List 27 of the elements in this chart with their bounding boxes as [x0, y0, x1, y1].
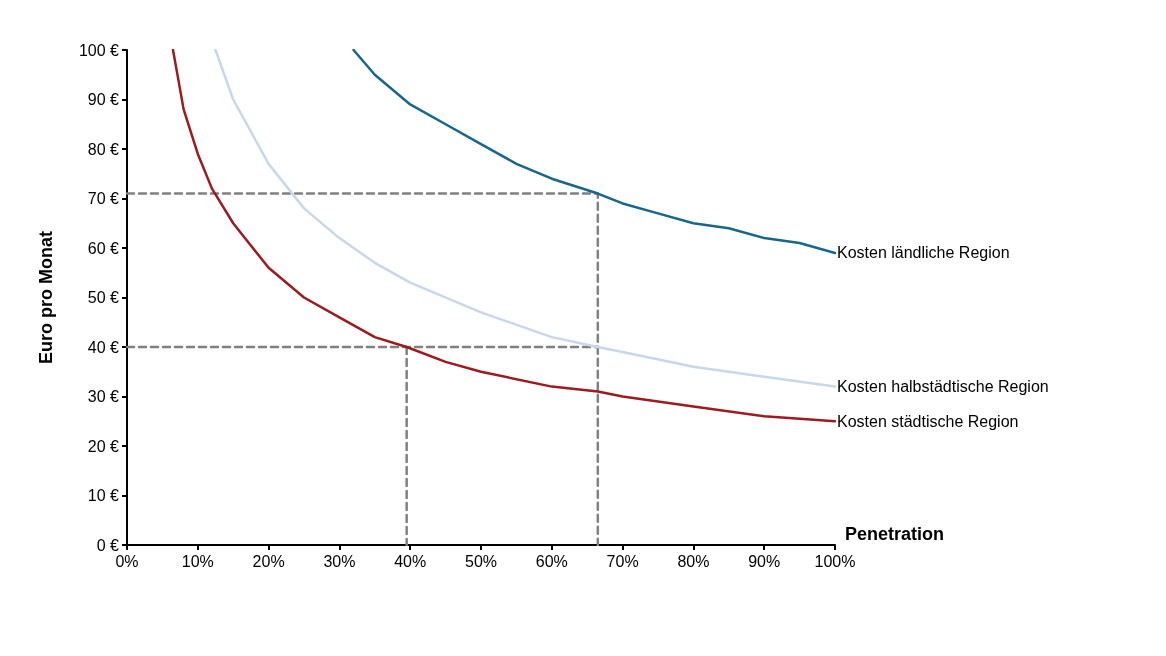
y-tick-label: 50 €	[87, 289, 120, 306]
y-tick-label: 40 €	[87, 338, 120, 356]
x-tick-label: 40%	[394, 552, 427, 570]
y-tick-label: 100 €	[78, 41, 120, 59]
x-tick-label: 0%	[115, 552, 139, 570]
x-tick-label: 30%	[323, 552, 356, 570]
y-tick-label: 90 €	[87, 91, 120, 108]
series-label: Kosten halbstädtische Region	[837, 378, 1049, 396]
x-tick-label: 100%	[814, 552, 856, 570]
y-tick-label: 20 €	[87, 437, 120, 455]
x-tick-label: 10%	[181, 552, 214, 570]
y-axis-title: Euro pro Monat	[36, 231, 56, 364]
x-tick-label: 50%	[464, 552, 498, 570]
y-tick-label: 0 €	[96, 536, 120, 554]
x-tick-label: 90%	[748, 552, 781, 570]
x-tick-label: 80%	[677, 552, 710, 570]
y-tick-label: 10 €	[87, 487, 120, 504]
x-tick-label: 60%	[535, 552, 568, 570]
x-tick-label: 70%	[606, 552, 639, 570]
x-axis-title: Penetration	[845, 524, 945, 544]
y-tick-label: 80 €	[87, 140, 120, 158]
series-label: Kosten ländliche Region	[837, 244, 1010, 262]
x-tick-label: 20%	[252, 552, 285, 570]
series-label: Kosten städtische Region	[837, 412, 1019, 430]
y-tick-label: 60 €	[87, 239, 120, 257]
y-tick-label: 70 €	[87, 190, 120, 207]
y-tick-label: 30 €	[87, 388, 120, 405]
